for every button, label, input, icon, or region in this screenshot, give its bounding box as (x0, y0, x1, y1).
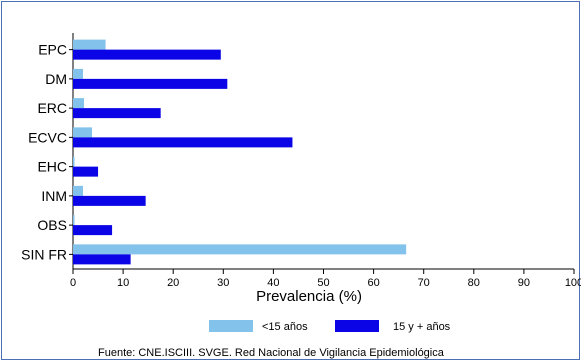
bar-15plus (73, 108, 161, 119)
x-tick-label: 80 (468, 277, 480, 289)
x-tick-label: 90 (518, 277, 530, 289)
bar-under15 (73, 244, 407, 255)
legend-label: <15 años (262, 321, 308, 333)
bar-under15 (73, 127, 93, 138)
category-label: SIN FR (21, 246, 67, 262)
bar-under15 (73, 39, 106, 50)
source-note: Fuente: CNE.ISCIII. SVGE. Red Nacional d… (98, 347, 445, 359)
category-label: DM (45, 71, 67, 87)
x-tick-label: 30 (217, 277, 229, 289)
bar-15plus (73, 78, 228, 89)
bar-under15 (73, 185, 84, 196)
x-tick-label: 100 (565, 277, 581, 289)
bar-15plus (73, 137, 293, 148)
x-tick-label: 50 (317, 277, 329, 289)
x-tick-label: 40 (267, 277, 279, 289)
legend-label: 15 y + años (393, 321, 451, 333)
legend-swatch (335, 320, 379, 332)
bar-15plus (73, 225, 113, 236)
bar-under15 (73, 215, 75, 226)
bar-under15 (73, 98, 85, 109)
category-label: INM (41, 188, 67, 204)
x-tick-label: 70 (418, 277, 430, 289)
bar-15plus (73, 49, 221, 60)
bar-under15 (73, 68, 84, 79)
x-tick-label: 0 (70, 277, 76, 289)
x-axis-title: Prevalencia (%) (256, 288, 362, 305)
category-label: EHC (37, 159, 67, 175)
bar-15plus (73, 195, 146, 206)
category-label: ERC (37, 100, 67, 116)
category-label: OBS (37, 217, 67, 233)
bar-15plus (73, 254, 131, 265)
bar-15plus (73, 166, 99, 177)
legend: <15 años 15 y + años (209, 320, 451, 333)
legend-swatch (209, 320, 253, 332)
category-label: ECVC (28, 129, 67, 145)
x-tick-label: 20 (167, 277, 179, 289)
bar-under15 (73, 156, 75, 167)
x-tick-label: 60 (367, 277, 379, 289)
x-tick-label: 10 (117, 277, 129, 289)
category-label: EPC (38, 42, 67, 58)
plot-area: EPC DM ERC ECVC EHC INM OBS SIN FR 0 10 20 30 40 50 60… (21, 33, 581, 305)
